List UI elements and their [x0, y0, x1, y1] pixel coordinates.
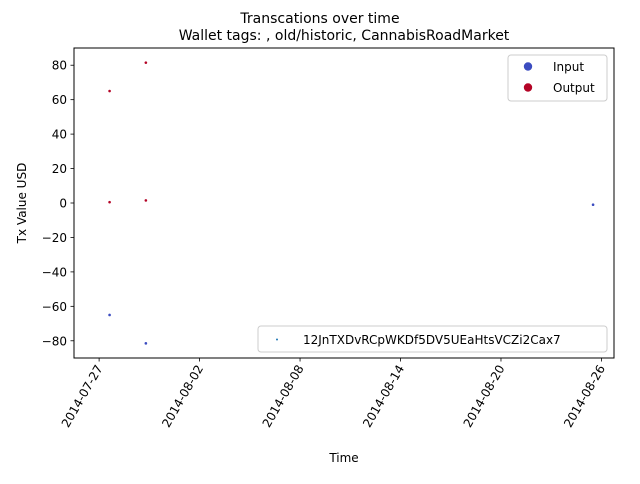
y-tick-label: −60: [42, 300, 67, 314]
legend-box: [257, 325, 608, 353]
y-tick-label: −20: [42, 231, 67, 245]
data-point-output-0: [108, 89, 111, 93]
legend-wallet-marker: [276, 338, 278, 341]
data-point-input-2: [591, 203, 595, 207]
data-point-input-1: [144, 342, 148, 345]
data-point-input-0: [108, 313, 111, 317]
legend-output-marker: [523, 83, 533, 92]
y-tick-label: −80: [42, 334, 67, 348]
legend-input-label: Input: [553, 60, 584, 74]
data-point-output-1: [108, 200, 111, 204]
y-tick-label: 20: [52, 162, 67, 176]
chart-subtitle: Wallet tags: , old/historic, CannabisRoa…: [179, 28, 510, 44]
chart-title: Transcations over time: [239, 11, 399, 27]
legend-wallet-label: 12JnTXDvRCpWKDf5DV5UEaHtsVCZi2Cax7: [303, 333, 561, 347]
legend-wallet: 12JnTXDvRCpWKDf5DV5UEaHtsVCZi2Cax7: [257, 325, 608, 353]
y-tick-label: 60: [52, 93, 67, 107]
y-tick-label: 40: [52, 128, 67, 142]
y-tick-label: 0: [59, 197, 67, 211]
y-tick-label: 80: [52, 59, 67, 73]
x-axis-label: Time: [328, 451, 358, 465]
data-point-output-2: [144, 61, 148, 64]
y-tick-label: −40: [42, 265, 67, 279]
legend-input-output: Input Output: [507, 54, 608, 102]
data-point-output-3: [144, 199, 148, 202]
y-axis-label: Tx Value USD: [15, 163, 29, 245]
y-axis: 80 60 40 20 0 −20 −40 −60 −80: [42, 59, 74, 348]
legend-output-label: Output: [553, 81, 595, 95]
legend-input-marker: [523, 62, 533, 71]
legend-box: [507, 54, 608, 102]
plot-area: [108, 61, 595, 345]
